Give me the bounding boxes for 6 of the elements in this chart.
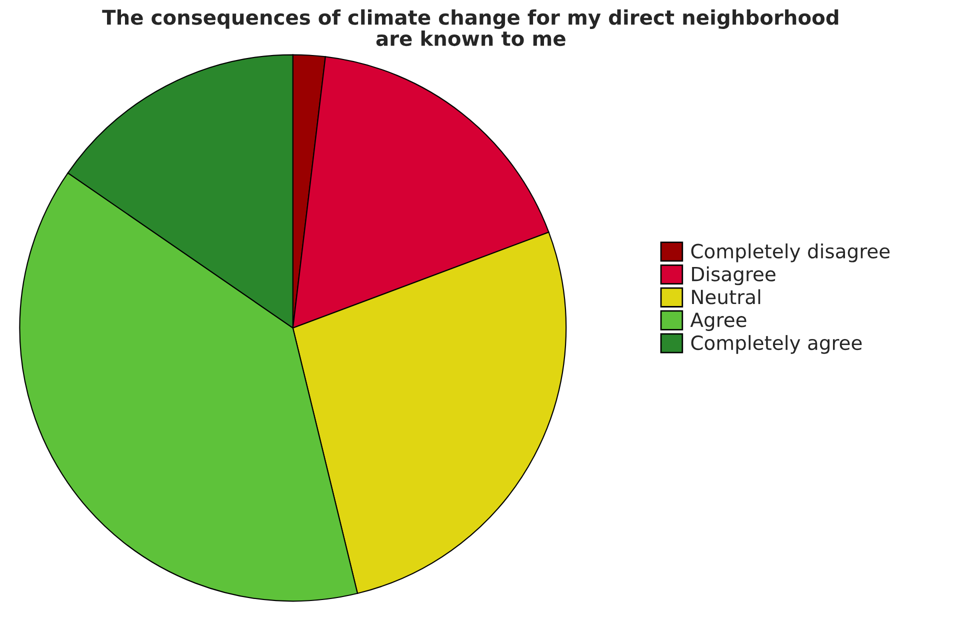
chart-title: The consequences of climate change for my direct neighborhood are known to me [102,9,838,46]
legend-label: Completely disagree [691,243,890,262]
legend-label: Disagree [692,266,776,286]
legend-label: Completely agree [691,335,862,354]
legend-label: Neutral [692,289,760,304]
legend-label: Agree [690,312,746,331]
